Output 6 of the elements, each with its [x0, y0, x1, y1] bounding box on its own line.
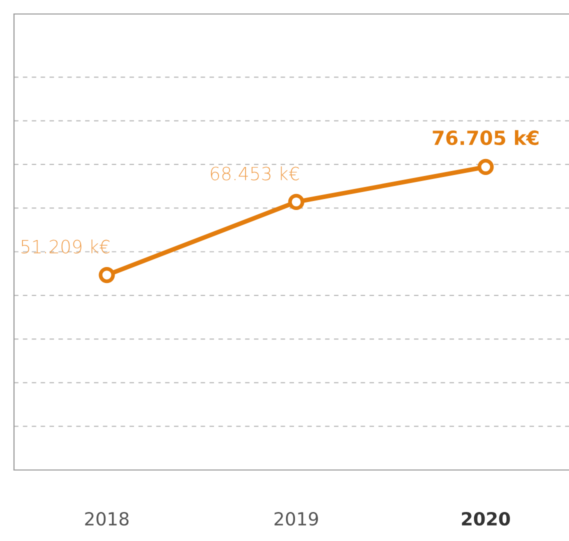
x-tick-label: 2019 — [274, 512, 318, 526]
data-label: 51.209 k€ — [22, 239, 110, 254]
x-tick-label: 2020 — [462, 512, 510, 526]
data-label: 76.705 k€ — [432, 130, 538, 146]
data-label: 68.453 k€ — [210, 166, 299, 180]
x-tick-label: 2018 — [85, 512, 129, 526]
